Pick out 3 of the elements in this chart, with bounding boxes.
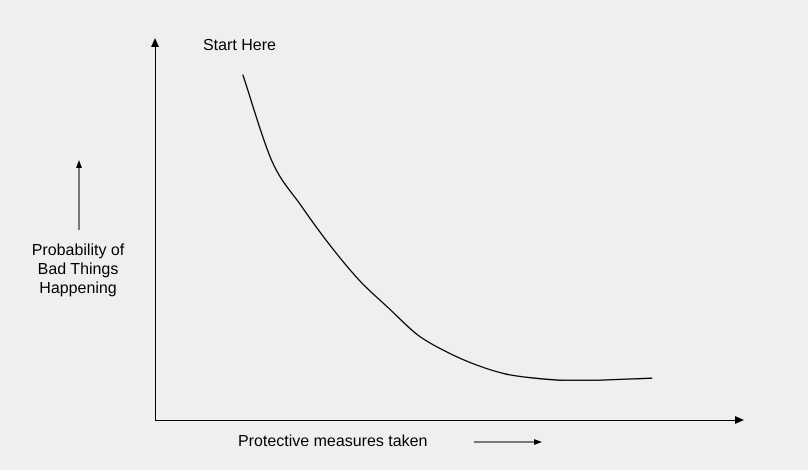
x-axis-title: Protective measures taken <box>238 432 428 451</box>
y-axis-title: Probability of Bad Things Happening <box>30 241 126 298</box>
text: Start Here <box>203 36 276 55</box>
